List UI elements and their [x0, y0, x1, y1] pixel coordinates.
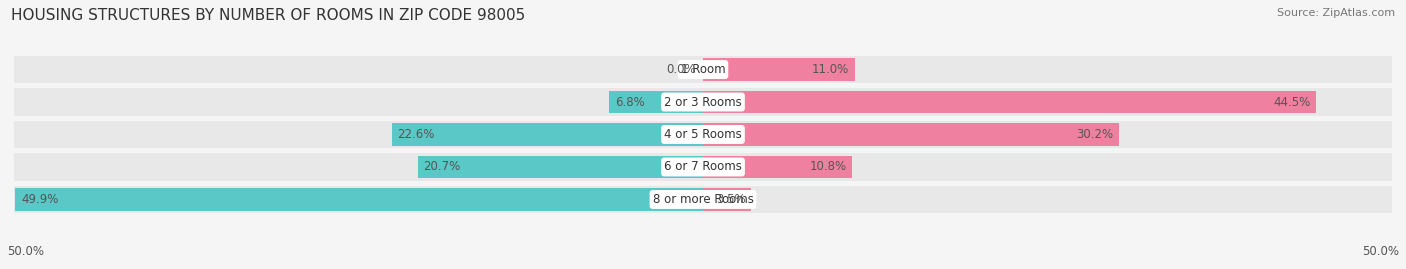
Bar: [609, 91, 703, 114]
Text: 22.6%: 22.6%: [396, 128, 434, 141]
Bar: [703, 91, 1316, 114]
Bar: [15, 188, 703, 211]
Text: 10.8%: 10.8%: [810, 161, 846, 174]
Text: 0.0%: 0.0%: [666, 63, 696, 76]
Bar: [14, 121, 1392, 148]
Bar: [703, 188, 751, 211]
Bar: [14, 153, 1392, 181]
Text: 20.7%: 20.7%: [423, 161, 461, 174]
Text: 1 Room: 1 Room: [681, 63, 725, 76]
Bar: [703, 58, 855, 81]
Text: 6.8%: 6.8%: [614, 95, 644, 108]
Text: 2 or 3 Rooms: 2 or 3 Rooms: [664, 95, 742, 108]
Bar: [14, 88, 1392, 116]
Bar: [418, 155, 703, 178]
Text: 8 or more Rooms: 8 or more Rooms: [652, 193, 754, 206]
Text: 11.0%: 11.0%: [811, 63, 849, 76]
Text: 50.0%: 50.0%: [7, 245, 44, 258]
Bar: [703, 155, 852, 178]
Text: HOUSING STRUCTURES BY NUMBER OF ROOMS IN ZIP CODE 98005: HOUSING STRUCTURES BY NUMBER OF ROOMS IN…: [11, 8, 526, 23]
Text: 4 or 5 Rooms: 4 or 5 Rooms: [664, 128, 742, 141]
Text: 30.2%: 30.2%: [1077, 128, 1114, 141]
Bar: [14, 186, 1392, 213]
Bar: [392, 123, 703, 146]
Text: 49.9%: 49.9%: [21, 193, 58, 206]
Bar: [703, 123, 1119, 146]
Text: 50.0%: 50.0%: [1362, 245, 1399, 258]
Text: Source: ZipAtlas.com: Source: ZipAtlas.com: [1277, 8, 1395, 18]
Bar: [14, 56, 1392, 83]
Text: 44.5%: 44.5%: [1274, 95, 1310, 108]
Text: 3.5%: 3.5%: [716, 193, 745, 206]
Text: 6 or 7 Rooms: 6 or 7 Rooms: [664, 161, 742, 174]
